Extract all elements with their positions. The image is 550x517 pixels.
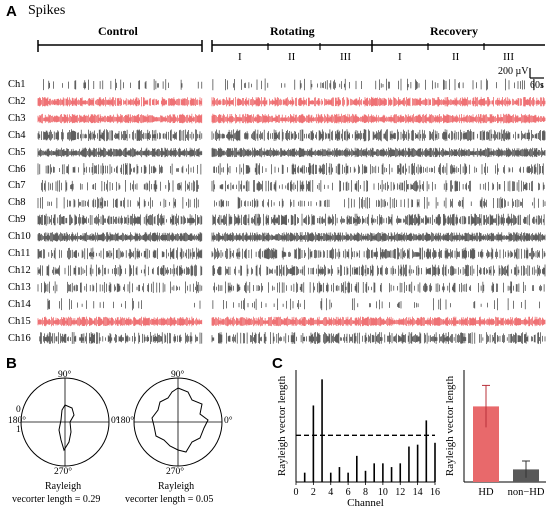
channel-label-8: Ch8 (8, 197, 26, 209)
recovery-phase-3: III (503, 51, 514, 63)
x-tick-label: 4 (328, 487, 333, 498)
right-polar-bottom: 270° (166, 467, 185, 477)
trace-12 (37, 264, 546, 277)
left-polar-top: 90° (58, 370, 72, 380)
rotating-phase-1: I (238, 51, 242, 63)
scale-time-label: 60s (530, 80, 544, 91)
trace-1 (43, 78, 543, 91)
spike-traces (37, 78, 546, 344)
category-label: non−HD (508, 487, 545, 498)
scale-amplitude-label: 200 µV (498, 66, 529, 77)
trace-7 (41, 180, 545, 192)
x-tick-label: 2 (311, 487, 316, 498)
left-polar-right: 0° (111, 416, 120, 426)
channel-label-13: Ch13 (8, 281, 31, 293)
trace-9 (37, 213, 545, 226)
channel-label-4: Ch4 (8, 129, 26, 141)
trace-10 (37, 232, 546, 242)
trace-13 (37, 281, 545, 294)
x-axis-title: Channel (347, 497, 384, 509)
panel-c-letter: C (272, 355, 283, 372)
section-control: Control (98, 24, 138, 38)
right-polar-caption-1: Rayleigh (158, 481, 195, 492)
channel-label-10: Ch10 (8, 231, 31, 243)
trace-2 (37, 96, 546, 107)
polar-trace-right (151, 387, 209, 453)
channel-label-3: Ch3 (8, 112, 26, 124)
y-axis-title: Rayleigh vector length (276, 375, 288, 476)
channel-label-6: Ch6 (8, 163, 26, 175)
left-polar-left: 180° (8, 416, 27, 426)
x-tick-label: 16 (430, 487, 440, 498)
recovery-phase-1: I (398, 51, 402, 63)
channel-label-11: Ch11 (8, 248, 31, 259)
x-tick-label: 10 (378, 487, 388, 498)
channel-label-16: Ch16 (8, 332, 31, 344)
left-polar-bottom: 270° (54, 467, 73, 477)
trace-4 (37, 129, 546, 142)
rotating-phase-2: II (288, 51, 296, 63)
trace-14 (47, 298, 540, 311)
trace-16 (39, 332, 546, 344)
channel-vector-chart: 0 2 4 6 8 10 12 14 16 Channel Rayleigh vector leng… (276, 370, 440, 509)
right-polar-right: 0° (224, 416, 233, 426)
polar-trace-left (58, 404, 75, 452)
channel-label-5: Ch5 (8, 146, 26, 158)
trace-15 (37, 316, 546, 327)
channel-label-1: Ch1 (8, 79, 26, 90)
polar-plot-left (20, 377, 110, 467)
hd-comparison-chart: HD non−HD Rayleigh vector length (444, 370, 546, 498)
x-tick-label: 6 (346, 487, 351, 498)
channel-label-7: Ch7 (8, 180, 26, 192)
right-polar-caption-2: vecorter length = 0.05 (125, 494, 214, 505)
x-tick-label: 0 (294, 487, 299, 498)
polar-plot-right (133, 377, 223, 467)
right-polar-top: 90° (171, 370, 185, 380)
channel-label-9: Ch9 (8, 214, 26, 226)
trace-11 (37, 247, 546, 260)
channel-label-2: Ch2 (8, 95, 26, 107)
section-recovery: Recovery (430, 24, 478, 38)
trace-6 (37, 163, 544, 175)
panel-a-letter: A (6, 3, 17, 20)
left-polar-caption-1: Rayleigh (45, 481, 82, 492)
rotating-phase-3: III (340, 51, 351, 63)
panel-b-letter: B (6, 355, 17, 372)
channel-label-14: Ch14 (8, 298, 31, 310)
channel-label-12: Ch12 (8, 264, 31, 276)
left-polar-radial-0: 0 (16, 405, 21, 415)
channel-label-15: Ch15 (8, 315, 31, 327)
x-tick-label: 12 (395, 487, 405, 498)
panel-a-header (37, 40, 545, 79)
trace-8 (37, 196, 546, 209)
right-polar-left: 180° (116, 416, 135, 426)
left-polar-radial-1: 1 (16, 425, 21, 435)
panel-a-title: Spikes (28, 3, 66, 18)
section-rotating: Rotating (270, 24, 315, 38)
y-axis-title: Rayleigh vector length (444, 375, 456, 476)
x-tick-label: 8 (363, 487, 368, 498)
category-label: HD (478, 487, 494, 498)
trace-5 (37, 147, 546, 158)
left-polar-caption-2: vecorter length = 0.29 (12, 494, 101, 505)
x-tick-label: 14 (413, 487, 423, 498)
trace-3 (37, 113, 546, 124)
recovery-phase-2: II (452, 51, 460, 63)
